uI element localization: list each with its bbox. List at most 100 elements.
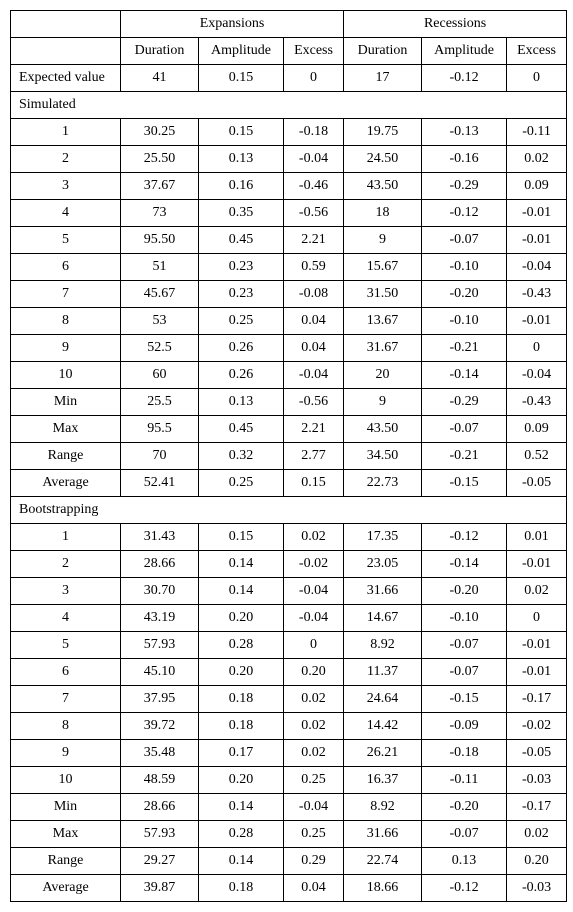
cell: 0.26	[199, 362, 284, 389]
cell: 24.50	[344, 146, 422, 173]
cell: 26.21	[344, 740, 422, 767]
row-number: 1	[11, 524, 121, 551]
cell: 31.66	[344, 821, 422, 848]
cell: -0.07	[422, 416, 507, 443]
stat-row: Max57.930.280.2531.66-0.070.02	[11, 821, 567, 848]
cell: 0.45	[199, 416, 284, 443]
table-row: 935.480.170.0226.21-0.18-0.05	[11, 740, 567, 767]
cell: 0.16	[199, 173, 284, 200]
table-row: 225.500.13-0.0424.50-0.160.02	[11, 146, 567, 173]
cell: -0.15	[422, 470, 507, 497]
cell: 0.25	[284, 767, 344, 794]
table-row: 737.950.180.0224.64-0.15-0.17	[11, 686, 567, 713]
table-row: 337.670.16-0.4643.50-0.290.09	[11, 173, 567, 200]
stat-label-range: Range	[11, 848, 121, 875]
cell: 31.67	[344, 335, 422, 362]
cell: 22.73	[344, 470, 422, 497]
cell: -0.20	[422, 281, 507, 308]
cell: 43.19	[121, 605, 199, 632]
row-number: 2	[11, 146, 121, 173]
cell: 0.20	[199, 605, 284, 632]
cell: -0.11	[507, 119, 567, 146]
table-row: 130.250.15-0.1819.75-0.13-0.11	[11, 119, 567, 146]
cell: 16.37	[344, 767, 422, 794]
cell: -0.07	[422, 227, 507, 254]
cell: 20	[344, 362, 422, 389]
cell: -0.12	[422, 65, 507, 92]
cell: 0.02	[284, 686, 344, 713]
cell: 35.48	[121, 740, 199, 767]
row-number: 8	[11, 713, 121, 740]
cell: 0	[284, 65, 344, 92]
cell: 0.18	[199, 875, 284, 902]
cell: -0.04	[284, 605, 344, 632]
cell: -0.07	[422, 632, 507, 659]
table-row: 839.720.180.0214.42-0.09-0.02	[11, 713, 567, 740]
cell: 0.15	[199, 524, 284, 551]
stat-row: Range29.270.140.2922.740.130.20	[11, 848, 567, 875]
cell: 0.01	[507, 524, 567, 551]
cell: -0.10	[422, 254, 507, 281]
cell: 0.09	[507, 416, 567, 443]
cell: 57.93	[121, 632, 199, 659]
cell: 0.02	[507, 821, 567, 848]
cell: 39.72	[121, 713, 199, 740]
stat-label-average: Average	[11, 875, 121, 902]
cell: -0.01	[507, 227, 567, 254]
cell: -0.08	[284, 281, 344, 308]
cell: 18.66	[344, 875, 422, 902]
row-number: 10	[11, 362, 121, 389]
cell: 0.28	[199, 821, 284, 848]
table-row: 443.190.20-0.0414.67-0.100	[11, 605, 567, 632]
cell: 60	[121, 362, 199, 389]
row-number: 7	[11, 281, 121, 308]
row-number: 9	[11, 740, 121, 767]
cell: -0.18	[284, 119, 344, 146]
cell: -0.12	[422, 524, 507, 551]
cell: 31.66	[344, 578, 422, 605]
cell: 0	[507, 65, 567, 92]
cell: 0.04	[284, 335, 344, 362]
cell: 8.92	[344, 794, 422, 821]
cell: 43.50	[344, 416, 422, 443]
cell: -0.10	[422, 605, 507, 632]
table-row: 228.660.14-0.0223.05-0.14-0.01	[11, 551, 567, 578]
cell: -0.56	[284, 200, 344, 227]
cell: -0.04	[284, 146, 344, 173]
header-row-groups: ExpansionsRecessions	[11, 11, 567, 38]
blank-cell	[11, 11, 121, 38]
header-row-cols: DurationAmplitudeExcessDurationAmplitude…	[11, 38, 567, 65]
cell: 37.95	[121, 686, 199, 713]
col-header-duration: Duration	[344, 38, 422, 65]
cell: -0.01	[507, 632, 567, 659]
stat-label-max: Max	[11, 416, 121, 443]
cell: 14.42	[344, 713, 422, 740]
table-row: 745.670.23-0.0831.50-0.20-0.43	[11, 281, 567, 308]
cell: 24.64	[344, 686, 422, 713]
col-header-excess: Excess	[507, 38, 567, 65]
cell: -0.14	[422, 362, 507, 389]
cell: 14.67	[344, 605, 422, 632]
cell: -0.04	[507, 362, 567, 389]
cell: 73	[121, 200, 199, 227]
cell: 0.13	[199, 389, 284, 416]
cell: 0.23	[199, 281, 284, 308]
table-row: 1048.590.200.2516.37-0.11-0.03	[11, 767, 567, 794]
stat-row: Average52.410.250.1522.73-0.15-0.05	[11, 470, 567, 497]
cell: -0.04	[284, 578, 344, 605]
cell: 0.45	[199, 227, 284, 254]
section-row: Simulated	[11, 92, 567, 119]
cell: 45.67	[121, 281, 199, 308]
cell: 0.02	[284, 524, 344, 551]
cell: 18	[344, 200, 422, 227]
cell: 0.17	[199, 740, 284, 767]
cell: -0.01	[507, 659, 567, 686]
cell: 0.13	[422, 848, 507, 875]
cell: -0.20	[422, 578, 507, 605]
cell: 0.20	[199, 767, 284, 794]
cell: 31.50	[344, 281, 422, 308]
cell: 0.25	[199, 470, 284, 497]
col-header-excess: Excess	[284, 38, 344, 65]
cell: -0.14	[422, 551, 507, 578]
stat-row: Max95.50.452.2143.50-0.070.09	[11, 416, 567, 443]
